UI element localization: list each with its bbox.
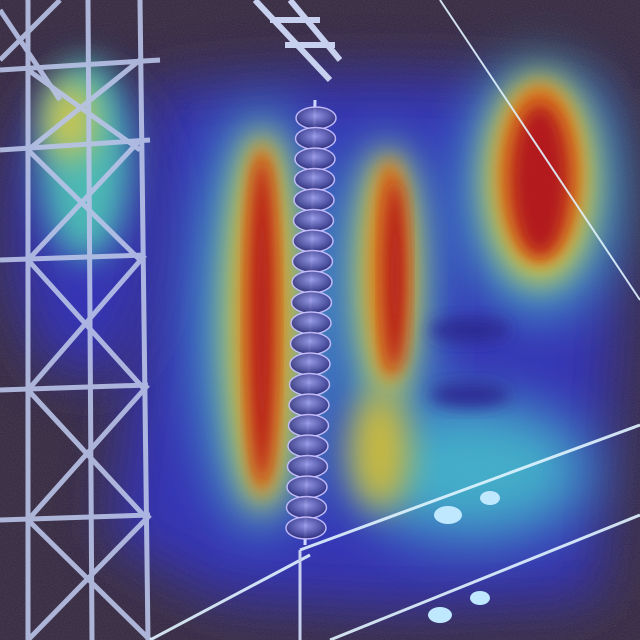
transmission-tower [0, 0, 161, 640]
conductor-wires [149, 0, 640, 640]
insulator-disc [287, 434, 329, 458]
insulator-disc [290, 311, 332, 335]
insulator-disc [295, 106, 337, 130]
insulator-disc [293, 167, 336, 192]
heat-red-left-band [251, 160, 273, 480]
insulator-disc [291, 249, 334, 274]
tower-cross-arm [252, 0, 343, 83]
heat-red-right-band [385, 180, 405, 370]
heat-dark-pocket-2 [430, 383, 510, 407]
insulator-disc [292, 208, 335, 233]
insulator-disc [289, 331, 332, 356]
insulator-disc [286, 454, 329, 479]
insulator-disc [288, 393, 330, 417]
heat-dark-pocket-1 [430, 318, 510, 342]
insulator-disc [285, 495, 328, 520]
insulator-disc [294, 126, 337, 151]
heat-red-blob [512, 105, 568, 255]
insulator-disc [293, 188, 335, 212]
insulator-disc [292, 229, 334, 253]
insulator-disc [285, 516, 327, 540]
insulator-disc [294, 147, 336, 171]
insulator-disc [288, 372, 331, 397]
wire-spacer-insulators [298, 491, 500, 640]
insulator-string [285, 99, 337, 546]
insulator-disc [291, 270, 333, 294]
heat-cyan-lower [350, 400, 590, 540]
heat-yellow-lower [350, 390, 410, 510]
insulator-disc [287, 413, 330, 438]
insulator-disc [289, 352, 331, 376]
insulator-disc [290, 290, 333, 315]
insulator-disc [286, 475, 328, 499]
heatmap-layer [10, 60, 620, 610]
